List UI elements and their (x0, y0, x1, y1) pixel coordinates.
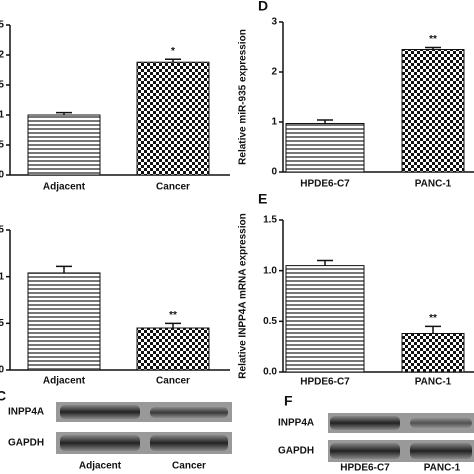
y-tick-label: 0 (0, 365, 4, 376)
bar (136, 61, 210, 176)
error-bar (56, 111, 72, 115)
bar (136, 327, 210, 371)
y-tick-label: 0 (0, 170, 4, 181)
y-tick-label: 1.5 (0, 225, 4, 236)
y-tick-label: 0 (271, 167, 277, 178)
x-tick-label: Cancer (156, 182, 190, 193)
y-axis-title: Relative miR-935 expression (238, 29, 249, 165)
blot-row-label: INPP4A (278, 418, 314, 429)
y-tick-label: 2.5 (0, 20, 4, 31)
y-tick-label: 1.0 (263, 265, 277, 276)
y-tick-label: 1 (271, 117, 277, 128)
x-tick-label: Adjacent (43, 376, 86, 387)
y-tick-label: 1.5 (0, 80, 4, 91)
blot-row-label: GAPDH (278, 446, 314, 457)
significance: * (171, 46, 175, 57)
blot-f (328, 413, 474, 462)
blot-band (330, 416, 400, 430)
blot-band (410, 418, 472, 428)
panel-letter: E (258, 191, 267, 207)
bar (401, 332, 465, 373)
blot-band (410, 443, 472, 459)
blot-c (56, 402, 232, 454)
error-bar (317, 119, 333, 124)
error-bar (317, 259, 333, 266)
x-tick-label: HPDE6-C7 (300, 179, 350, 190)
bar (285, 123, 365, 173)
error-bar (165, 322, 181, 328)
y-tick-label: 2 (0, 50, 4, 61)
x-tick-label: Cancer (156, 376, 190, 387)
blot-band (60, 405, 140, 419)
y-tick-label: 3 (271, 17, 277, 28)
significance: ** (429, 313, 437, 324)
y-tick-label: 0.5 (0, 140, 4, 151)
panel-letter: D (258, 0, 268, 14)
blot-band (60, 435, 140, 451)
blot-band (150, 407, 228, 418)
error-bar (56, 265, 72, 273)
y-tick-label: 0.5 (0, 318, 4, 329)
bar (285, 265, 365, 373)
bar (27, 272, 101, 371)
x-tick-label: PANC-1 (415, 179, 452, 190)
y-tick-label: 1 (0, 271, 4, 282)
blot-lane-label: HPDE6-C7 (340, 463, 390, 474)
bar (27, 114, 101, 176)
blot-lane-label: PANC-1 (424, 463, 461, 474)
x-tick-label: HPDE6-C7 (300, 377, 350, 388)
panel-letter: F (284, 393, 293, 409)
error-bar (425, 325, 441, 334)
y-tick-label: 1 (0, 110, 4, 121)
blot-row-label: GAPDH (8, 438, 44, 449)
y-tick-label: 0.5 (263, 316, 277, 327)
significance: ** (169, 310, 177, 321)
blot-lane-label: Cancer (172, 461, 206, 472)
blot-band (150, 435, 228, 451)
x-tick-label: Adjacent (43, 182, 86, 193)
panel-letter: C (0, 388, 6, 404)
error-bar (425, 46, 441, 50)
y-axis-title: Relative INPP4A mRNA expression (238, 213, 249, 378)
blot-lane-label: Adjacent (79, 461, 122, 472)
y-tick-label: 0.0 (263, 367, 277, 378)
error-bar (165, 58, 181, 63)
y-tick-label: 1.5 (263, 215, 277, 226)
significance: ** (429, 34, 437, 45)
blot-band (330, 443, 400, 459)
x-tick-label: PANC-1 (415, 377, 452, 388)
y-tick-label: 2 (271, 67, 277, 78)
blot-row-label: INPP4A (8, 407, 44, 418)
bar (401, 49, 465, 173)
